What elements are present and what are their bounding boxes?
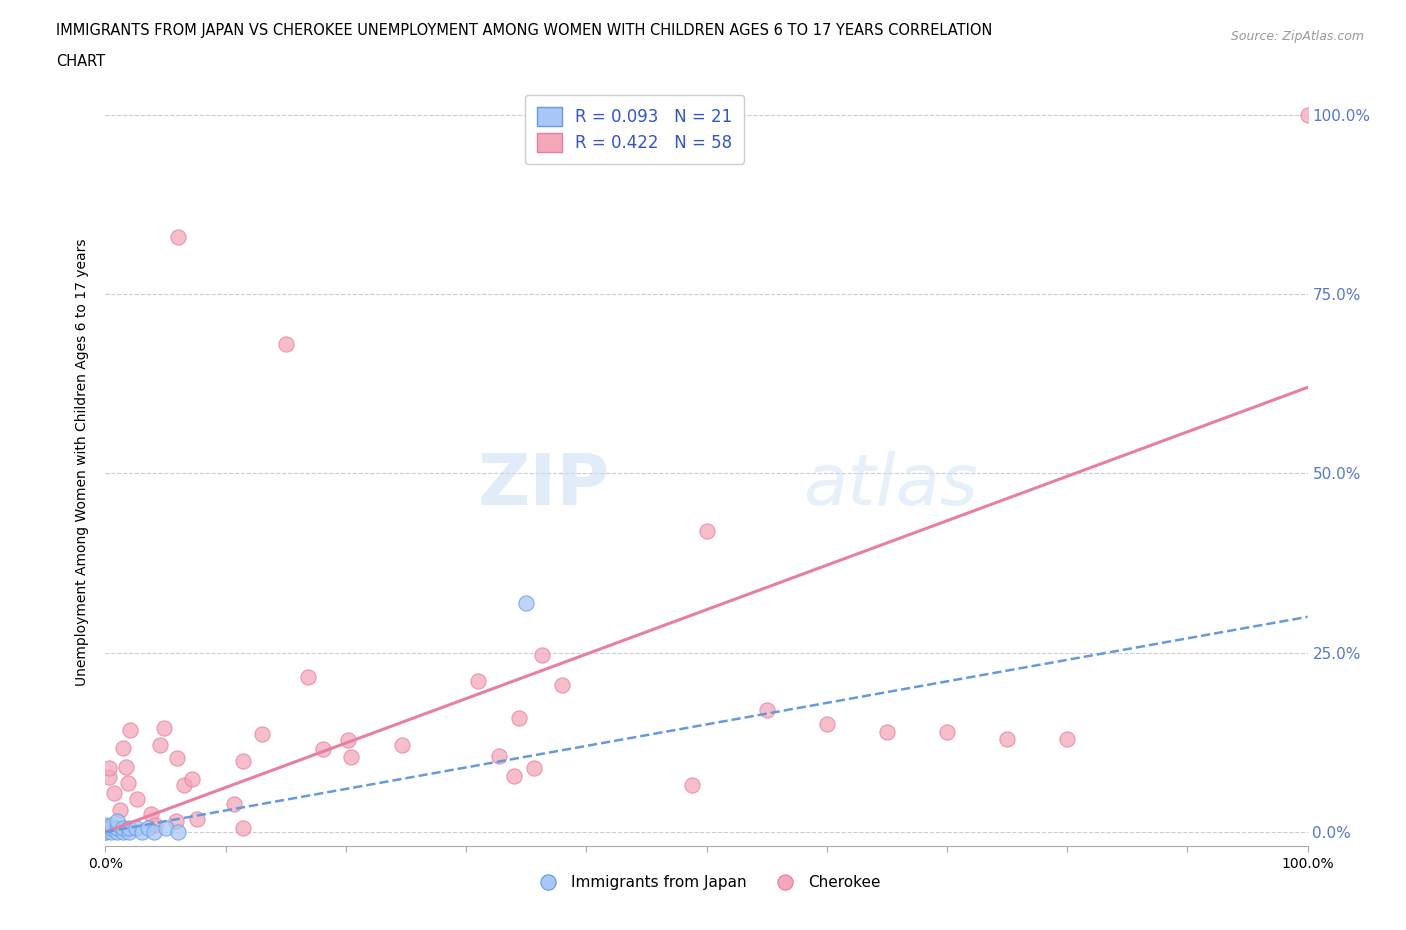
Point	[118, 825, 141, 840]
Point	[995, 731, 1018, 746]
Legend: Immigrants from Japan, Cherokee: Immigrants from Japan, Cherokee	[527, 869, 886, 897]
Text: ZIP: ZIP	[478, 451, 610, 520]
Point	[1296, 108, 1319, 123]
Point	[142, 825, 165, 840]
Point	[232, 821, 254, 836]
Point	[755, 703, 778, 718]
Point	[107, 825, 129, 840]
Point	[523, 760, 546, 775]
Point	[94, 825, 117, 840]
Point	[340, 750, 363, 764]
Point	[98, 769, 121, 784]
Point	[148, 737, 170, 752]
Point	[94, 825, 117, 840]
Point	[115, 759, 138, 774]
Point	[107, 821, 129, 836]
Text: atlas: atlas	[803, 451, 977, 520]
Point	[100, 821, 122, 836]
Point	[166, 751, 188, 765]
Point	[107, 814, 129, 829]
Point	[112, 740, 135, 755]
Point	[876, 724, 898, 739]
Point	[252, 726, 274, 741]
Point	[100, 825, 122, 840]
Point	[274, 337, 297, 352]
Point	[186, 811, 208, 826]
Point	[550, 678, 572, 693]
Point	[124, 821, 146, 836]
Point	[131, 825, 153, 840]
Point	[103, 785, 125, 800]
Point	[337, 733, 360, 748]
Point	[696, 524, 718, 538]
Point	[118, 821, 141, 836]
Point	[141, 806, 163, 821]
Point	[100, 817, 122, 832]
Point	[391, 737, 413, 752]
Y-axis label: Unemployment Among Women with Children Ages 6 to 17 years: Unemployment Among Women with Children A…	[76, 239, 90, 686]
Point	[508, 711, 530, 725]
Point	[127, 791, 149, 806]
Text: IMMIGRANTS FROM JAPAN VS CHEROKEE UNEMPLOYMENT AMONG WOMEN WITH CHILDREN AGES 6 : IMMIGRANTS FROM JAPAN VS CHEROKEE UNEMPL…	[56, 23, 993, 38]
Point	[117, 776, 139, 790]
Point	[312, 742, 335, 757]
Point	[173, 777, 195, 792]
Point	[297, 670, 319, 684]
Point	[136, 821, 159, 836]
Point	[166, 825, 188, 840]
Point	[166, 814, 188, 829]
Point	[467, 673, 489, 688]
Point	[180, 771, 202, 786]
Point	[531, 647, 554, 662]
Point	[166, 230, 188, 245]
Point	[94, 821, 117, 836]
Point	[515, 595, 537, 610]
Text: CHART: CHART	[56, 54, 105, 69]
Point	[502, 768, 524, 783]
Point	[936, 724, 959, 739]
Point	[96, 819, 118, 834]
Point	[681, 778, 703, 793]
Point	[120, 723, 142, 737]
Point	[112, 821, 135, 836]
Point	[488, 749, 510, 764]
Point	[153, 721, 176, 736]
Point	[222, 797, 245, 812]
Point	[143, 817, 166, 832]
Point	[94, 817, 117, 832]
Point	[815, 717, 838, 732]
Point	[98, 761, 121, 776]
Point	[108, 803, 131, 817]
Text: Source: ZipAtlas.com: Source: ZipAtlas.com	[1230, 30, 1364, 43]
Point	[232, 753, 254, 768]
Point	[112, 825, 135, 840]
Point	[155, 821, 177, 836]
Point	[1056, 731, 1078, 746]
